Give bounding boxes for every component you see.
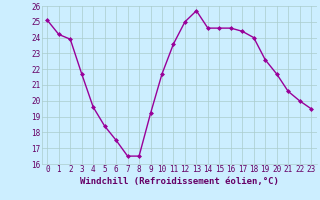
X-axis label: Windchill (Refroidissement éolien,°C): Windchill (Refroidissement éolien,°C) (80, 177, 279, 186)
